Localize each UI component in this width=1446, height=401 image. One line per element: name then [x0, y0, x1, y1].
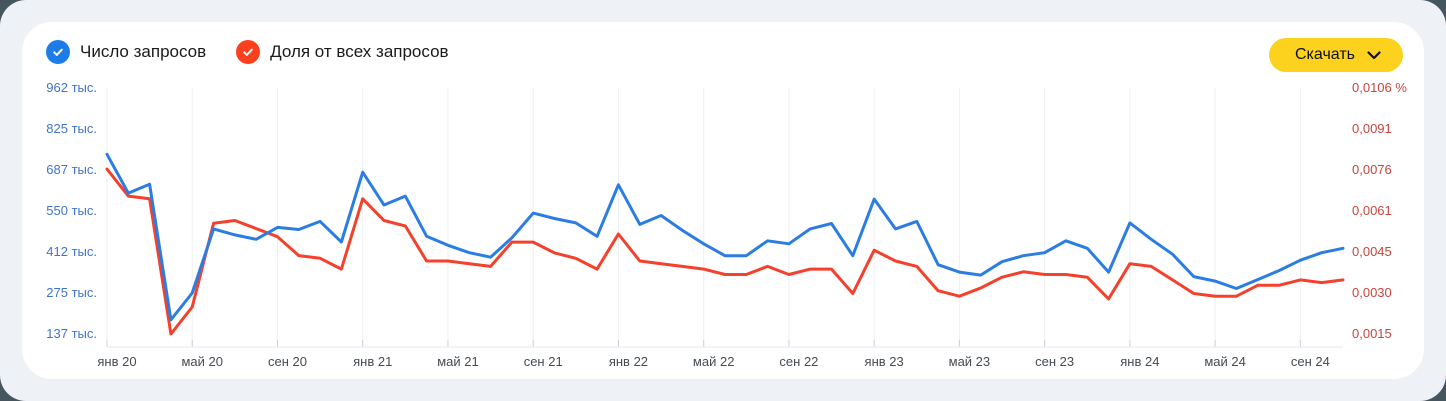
download-button[interactable]: Скачать	[1269, 38, 1403, 72]
y-axis-right-label: 0,0106 %	[1352, 80, 1407, 95]
x-axis-label: янв 21	[353, 354, 392, 369]
x-axis-label: май 20	[181, 354, 223, 369]
y-axis-right-label: 0,0030	[1352, 285, 1392, 300]
x-axis-label: янв 23	[865, 354, 904, 369]
legend-label-query-count: Число запросов	[80, 42, 207, 61]
y-axis-left-label: 275 тыс.	[46, 285, 97, 300]
y-axis-left-label: 412 тыс.	[46, 244, 97, 259]
query-count-line	[105, 152, 1345, 322]
content-card: Число запросов Доля от всех запросов Ска…	[22, 22, 1424, 379]
legend-item-share[interactable]: Доля от всех запросов	[236, 40, 449, 64]
x-axis-label: сен 23	[1035, 354, 1074, 369]
chart-legend: Число запросов Доля от всех запросов	[46, 40, 449, 64]
x-axis-label: сен 24	[1291, 354, 1330, 369]
legend-item-query-count[interactable]: Число запросов	[46, 40, 206, 64]
y-axis-left-label: 962 тыс.	[46, 80, 97, 95]
y-axis-left-label: 550 тыс.	[46, 203, 97, 218]
check-icon	[53, 48, 63, 56]
y-axis-right-label: 0,0076	[1352, 162, 1392, 177]
x-axis-label: янв 24	[1120, 354, 1159, 369]
legend-label-share: Доля от всех запросов	[270, 42, 449, 61]
y-axis-right-label: 0,0045	[1352, 244, 1392, 259]
x-axis-label: янв 22	[609, 354, 648, 369]
share-line	[105, 167, 1345, 336]
download-button-label: Скачать	[1295, 46, 1355, 63]
checkbox-checked-blue-icon[interactable]	[46, 40, 70, 64]
y-axis-right-label: 0,0091	[1352, 121, 1392, 136]
x-axis-label: сен 21	[524, 354, 563, 369]
checkbox-checked-red-icon[interactable]	[236, 40, 261, 64]
x-axis-label: сен 20	[268, 354, 307, 369]
y-axis-left-label: 137 тыс.	[46, 326, 97, 341]
chevron-down-icon	[1367, 50, 1381, 59]
y-axis-left-label: 687 тыс.	[46, 162, 97, 177]
x-axis-label: май 24	[1204, 354, 1246, 369]
y-axis-right-label: 0,0061	[1352, 203, 1392, 218]
x-axis-label: май 23	[949, 354, 991, 369]
x-axis-label: сен 22	[779, 354, 818, 369]
y-axis-right-label: 0,0015	[1352, 326, 1392, 341]
x-axis-label: май 22	[693, 354, 735, 369]
x-axis-label: янв 20	[97, 354, 136, 369]
check-icon	[243, 48, 253, 56]
y-axis-left-label: 825 тыс.	[46, 121, 97, 136]
x-axis-label: май 21	[437, 354, 479, 369]
